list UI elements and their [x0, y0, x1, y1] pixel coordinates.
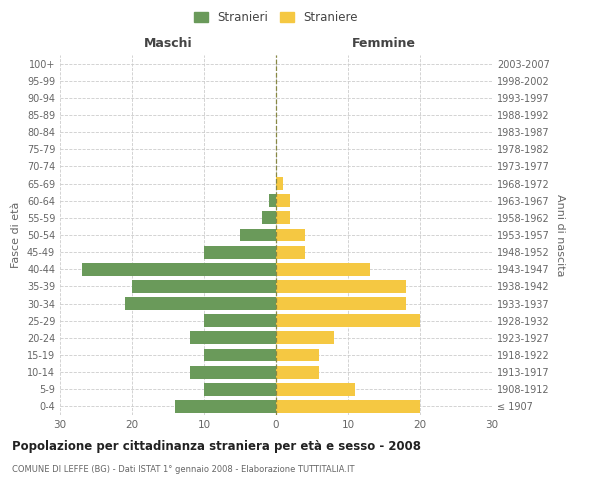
Bar	[276, 383, 355, 396]
Bar	[204, 314, 276, 327]
Bar	[276, 400, 420, 413]
Text: COMUNE DI LEFFE (BG) - Dati ISTAT 1° gennaio 2008 - Elaborazione TUTTITALIA.IT: COMUNE DI LEFFE (BG) - Dati ISTAT 1° gen…	[12, 465, 355, 474]
Bar	[276, 194, 290, 207]
Text: Maschi: Maschi	[143, 37, 193, 50]
Bar	[276, 177, 283, 190]
Bar	[82, 263, 276, 276]
Bar	[276, 314, 420, 327]
Bar	[276, 263, 370, 276]
Bar	[276, 297, 406, 310]
Bar	[276, 212, 290, 224]
Bar	[240, 228, 276, 241]
Bar	[269, 194, 276, 207]
Bar	[190, 366, 276, 378]
Bar	[204, 383, 276, 396]
Y-axis label: Fasce di età: Fasce di età	[11, 202, 21, 268]
Bar	[276, 366, 319, 378]
Legend: Stranieri, Straniere: Stranieri, Straniere	[194, 11, 358, 24]
Bar	[125, 297, 276, 310]
Bar	[276, 348, 319, 362]
Bar	[204, 246, 276, 258]
Bar	[276, 228, 305, 241]
Bar	[276, 280, 406, 293]
Bar	[262, 212, 276, 224]
Bar	[204, 348, 276, 362]
Text: Femmine: Femmine	[352, 37, 416, 50]
Bar	[276, 246, 305, 258]
Bar	[190, 332, 276, 344]
Bar	[132, 280, 276, 293]
Y-axis label: Anni di nascita: Anni di nascita	[555, 194, 565, 276]
Bar	[175, 400, 276, 413]
Bar	[276, 332, 334, 344]
Text: Popolazione per cittadinanza straniera per età e sesso - 2008: Popolazione per cittadinanza straniera p…	[12, 440, 421, 453]
